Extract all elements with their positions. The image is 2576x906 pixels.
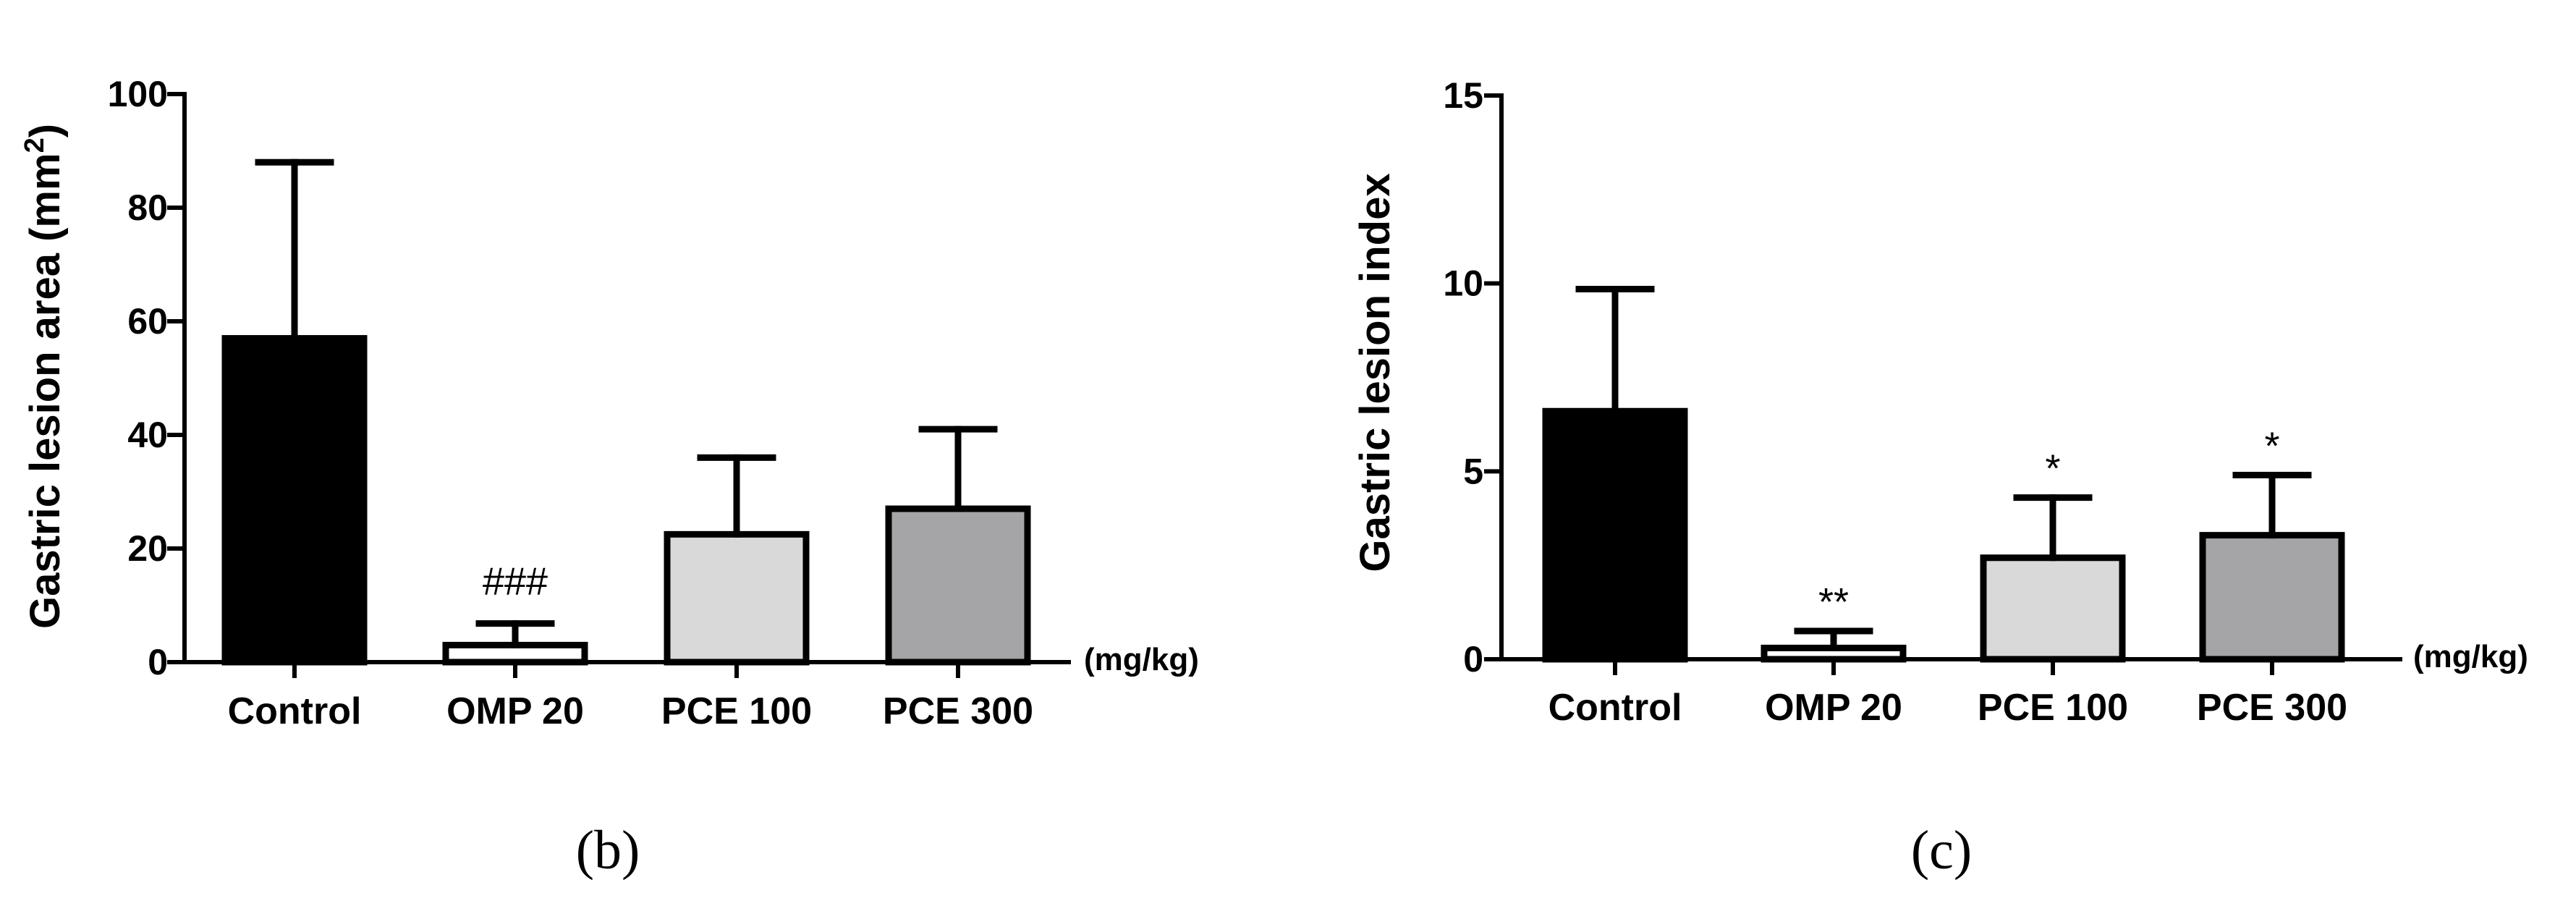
bar-b-0 — [221, 335, 368, 666]
unit-label-b: (mg/kg) — [1084, 642, 1199, 677]
category-labels-b: Control OMP 20 PCE 100 PCE 300 — [228, 690, 1033, 732]
y-tick-label-c-0: 0 — [1463, 639, 1483, 680]
y-tick-label-b-5: 100 — [108, 74, 168, 114]
bar-c-0 — [1542, 407, 1688, 663]
category-label-c-1: OMP 20 — [1765, 687, 1902, 729]
bar-c-2 — [1980, 554, 2126, 663]
bars-b — [221, 335, 1031, 666]
y-tick-label-c-1: 5 — [1463, 451, 1483, 491]
y-tick-label-b-1: 20 — [127, 528, 168, 569]
category-labels-c: Control OMP 20 PCE 100 PCE 300 — [1548, 687, 2347, 729]
y-tick-label-b-3: 60 — [127, 301, 168, 342]
y-axis-title-c: Gastric lesion index — [1352, 173, 1399, 572]
y-axis-title-b: Gastric lesion area (mm2) — [20, 124, 69, 629]
bars-c — [1542, 407, 2345, 663]
significance-mark-b-1: ### — [483, 560, 548, 604]
y-tick-label-c-2: 10 — [1443, 263, 1483, 304]
category-label-c-3: PCE 300 — [2197, 687, 2347, 729]
bar-b-2 — [664, 530, 810, 666]
y-tick-label-c-3: 15 — [1443, 75, 1483, 116]
category-label-b-3: PCE 300 — [883, 690, 1033, 732]
bar-c-3 — [2199, 532, 2345, 663]
y-tick-label-b-2: 40 — [127, 415, 168, 455]
significance-mark-c-2: * — [2045, 447, 2060, 491]
y-axis-ticks-c: 0 5 10 15 — [1443, 75, 1501, 680]
error-bars-b — [255, 158, 998, 648]
category-label-b-0: Control — [228, 690, 362, 732]
significance-mark-c-1: ** — [1818, 580, 1849, 624]
category-label-b-2: PCE 100 — [661, 690, 812, 732]
significance-marks-c: **** — [1818, 425, 2280, 625]
y-tick-label-b-4: 80 — [127, 187, 168, 228]
axes-c — [1499, 93, 2402, 675]
panel-label-c: (c) — [1911, 820, 1972, 881]
axes-b — [182, 92, 1071, 678]
category-label-c-0: Control — [1548, 687, 1682, 729]
category-label-b-1: OMP 20 — [446, 690, 584, 732]
panel-label-b: (b) — [576, 820, 640, 881]
chart-panel-b: Gastric lesion area (mm2) 0 20 40 60 80 100 #… — [20, 74, 1199, 881]
significance-mark-c-3: * — [2264, 425, 2279, 468]
y-tick-label-b-0: 0 — [148, 642, 168, 682]
bar-b-3 — [885, 505, 1031, 666]
category-label-c-2: PCE 100 — [1978, 687, 2128, 729]
significance-marks-b: ### — [483, 560, 548, 604]
error-bars-c — [1575, 285, 2312, 651]
unit-label-c: (mg/kg) — [2413, 639, 2528, 674]
y-axis-ticks-b: 0 20 40 60 80 100 — [108, 74, 185, 682]
